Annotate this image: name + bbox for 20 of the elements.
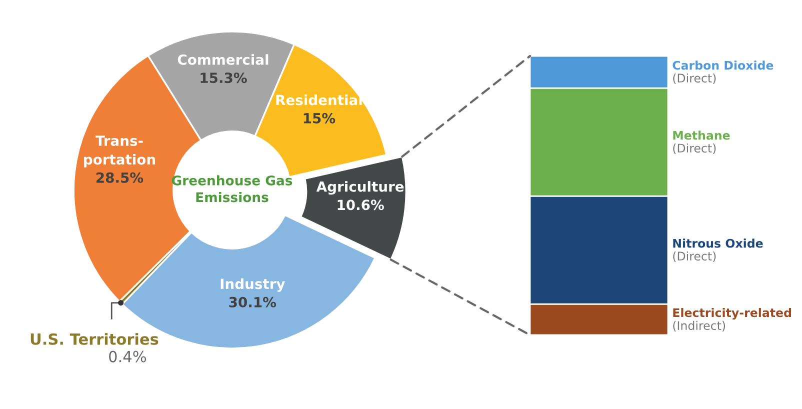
data-label: 28.5% [96, 172, 144, 183]
series-label: Electricity-related [673, 308, 792, 320]
data-label: 15% [304, 112, 336, 124]
text: (Direct) [673, 143, 716, 154]
data-label: 0.4% [109, 350, 146, 362]
slice-label: Commercial [178, 54, 268, 65]
series-label: Methane [673, 130, 730, 140]
data-label: 10.6% [338, 200, 384, 210]
slice-label: Industry [220, 278, 285, 292]
slice-label: U.S. Territories [30, 333, 158, 345]
text: (Direct) [673, 251, 716, 262]
text: (Direct) [673, 73, 716, 84]
series-label: Nitrous Oxide [673, 238, 763, 248]
series-label: Carbon Dioxide [672, 60, 774, 70]
data-label: 15.3% [200, 72, 247, 84]
slice-label: Agriculture [316, 181, 404, 195]
slice-label: Residential [276, 94, 362, 106]
data-label: 30.1% [229, 296, 276, 308]
text: (Indirect) [673, 320, 726, 332]
slice-label: Trans- portation [84, 136, 156, 168]
